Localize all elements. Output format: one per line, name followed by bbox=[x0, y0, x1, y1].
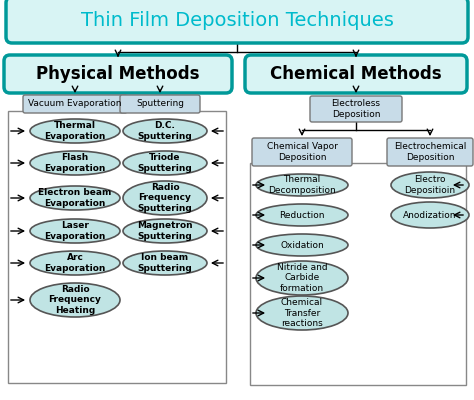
Text: Physical Methods: Physical Methods bbox=[36, 65, 200, 83]
Ellipse shape bbox=[123, 151, 207, 175]
FancyBboxPatch shape bbox=[23, 95, 127, 113]
Ellipse shape bbox=[123, 181, 207, 215]
Ellipse shape bbox=[123, 219, 207, 243]
Ellipse shape bbox=[30, 251, 120, 275]
FancyBboxPatch shape bbox=[387, 138, 473, 166]
Ellipse shape bbox=[30, 219, 120, 243]
Text: Anodization: Anodization bbox=[403, 210, 457, 220]
Text: Thermal
Evaporation: Thermal Evaporation bbox=[44, 121, 106, 141]
Text: D.C.
Sputtering: D.C. Sputtering bbox=[137, 121, 192, 141]
FancyBboxPatch shape bbox=[310, 96, 402, 122]
Text: Chemical
Transfer
reactions: Chemical Transfer reactions bbox=[281, 298, 323, 328]
Text: Electron beam
Evaporation: Electron beam Evaporation bbox=[38, 188, 112, 208]
Text: Electroless
Deposition: Electroless Deposition bbox=[331, 99, 381, 119]
Ellipse shape bbox=[30, 119, 120, 143]
Text: Thermal
Decomposition: Thermal Decomposition bbox=[268, 175, 336, 195]
FancyBboxPatch shape bbox=[245, 55, 467, 93]
Ellipse shape bbox=[30, 283, 120, 317]
Text: Magnetron
Sputtering: Magnetron Sputtering bbox=[137, 221, 193, 241]
Text: Electrochemical
Deposition: Electrochemical Deposition bbox=[394, 142, 466, 162]
Text: Flash
Evaporation: Flash Evaporation bbox=[44, 153, 106, 173]
Ellipse shape bbox=[256, 296, 348, 330]
FancyBboxPatch shape bbox=[120, 95, 200, 113]
Text: Radio
Frequency
Heating: Radio Frequency Heating bbox=[48, 285, 101, 315]
FancyBboxPatch shape bbox=[252, 138, 352, 166]
Ellipse shape bbox=[123, 119, 207, 143]
Text: Triode
Sputtering: Triode Sputtering bbox=[137, 153, 192, 173]
Text: Sputtering: Sputtering bbox=[136, 100, 184, 108]
Ellipse shape bbox=[256, 261, 348, 295]
Ellipse shape bbox=[256, 174, 348, 196]
Ellipse shape bbox=[391, 202, 469, 228]
Ellipse shape bbox=[256, 204, 348, 226]
Ellipse shape bbox=[391, 172, 469, 198]
Text: Radio
Frequency
Sputtering: Radio Frequency Sputtering bbox=[137, 183, 192, 213]
Text: Chemical Vapor
Deposition: Chemical Vapor Deposition bbox=[266, 142, 337, 162]
Text: Arc
Evaporation: Arc Evaporation bbox=[44, 253, 106, 273]
Text: Reduction: Reduction bbox=[279, 210, 325, 220]
Text: Ion beam
Sputtering: Ion beam Sputtering bbox=[137, 253, 192, 273]
Ellipse shape bbox=[30, 151, 120, 175]
Text: Oxidation: Oxidation bbox=[280, 240, 324, 250]
Ellipse shape bbox=[256, 234, 348, 256]
Ellipse shape bbox=[123, 251, 207, 275]
Text: Chemical Methods: Chemical Methods bbox=[270, 65, 442, 83]
Ellipse shape bbox=[30, 186, 120, 210]
Text: Thin Film Deposition Techniques: Thin Film Deposition Techniques bbox=[81, 10, 393, 30]
FancyBboxPatch shape bbox=[6, 0, 468, 43]
Text: Nitride and
Carbide
formation: Nitride and Carbide formation bbox=[277, 263, 328, 293]
Text: Electro
Depositioin: Electro Depositioin bbox=[404, 175, 456, 195]
Text: Laser
Evaporation: Laser Evaporation bbox=[44, 221, 106, 241]
FancyBboxPatch shape bbox=[4, 55, 232, 93]
Text: Vacuum Evaporation: Vacuum Evaporation bbox=[28, 100, 122, 108]
